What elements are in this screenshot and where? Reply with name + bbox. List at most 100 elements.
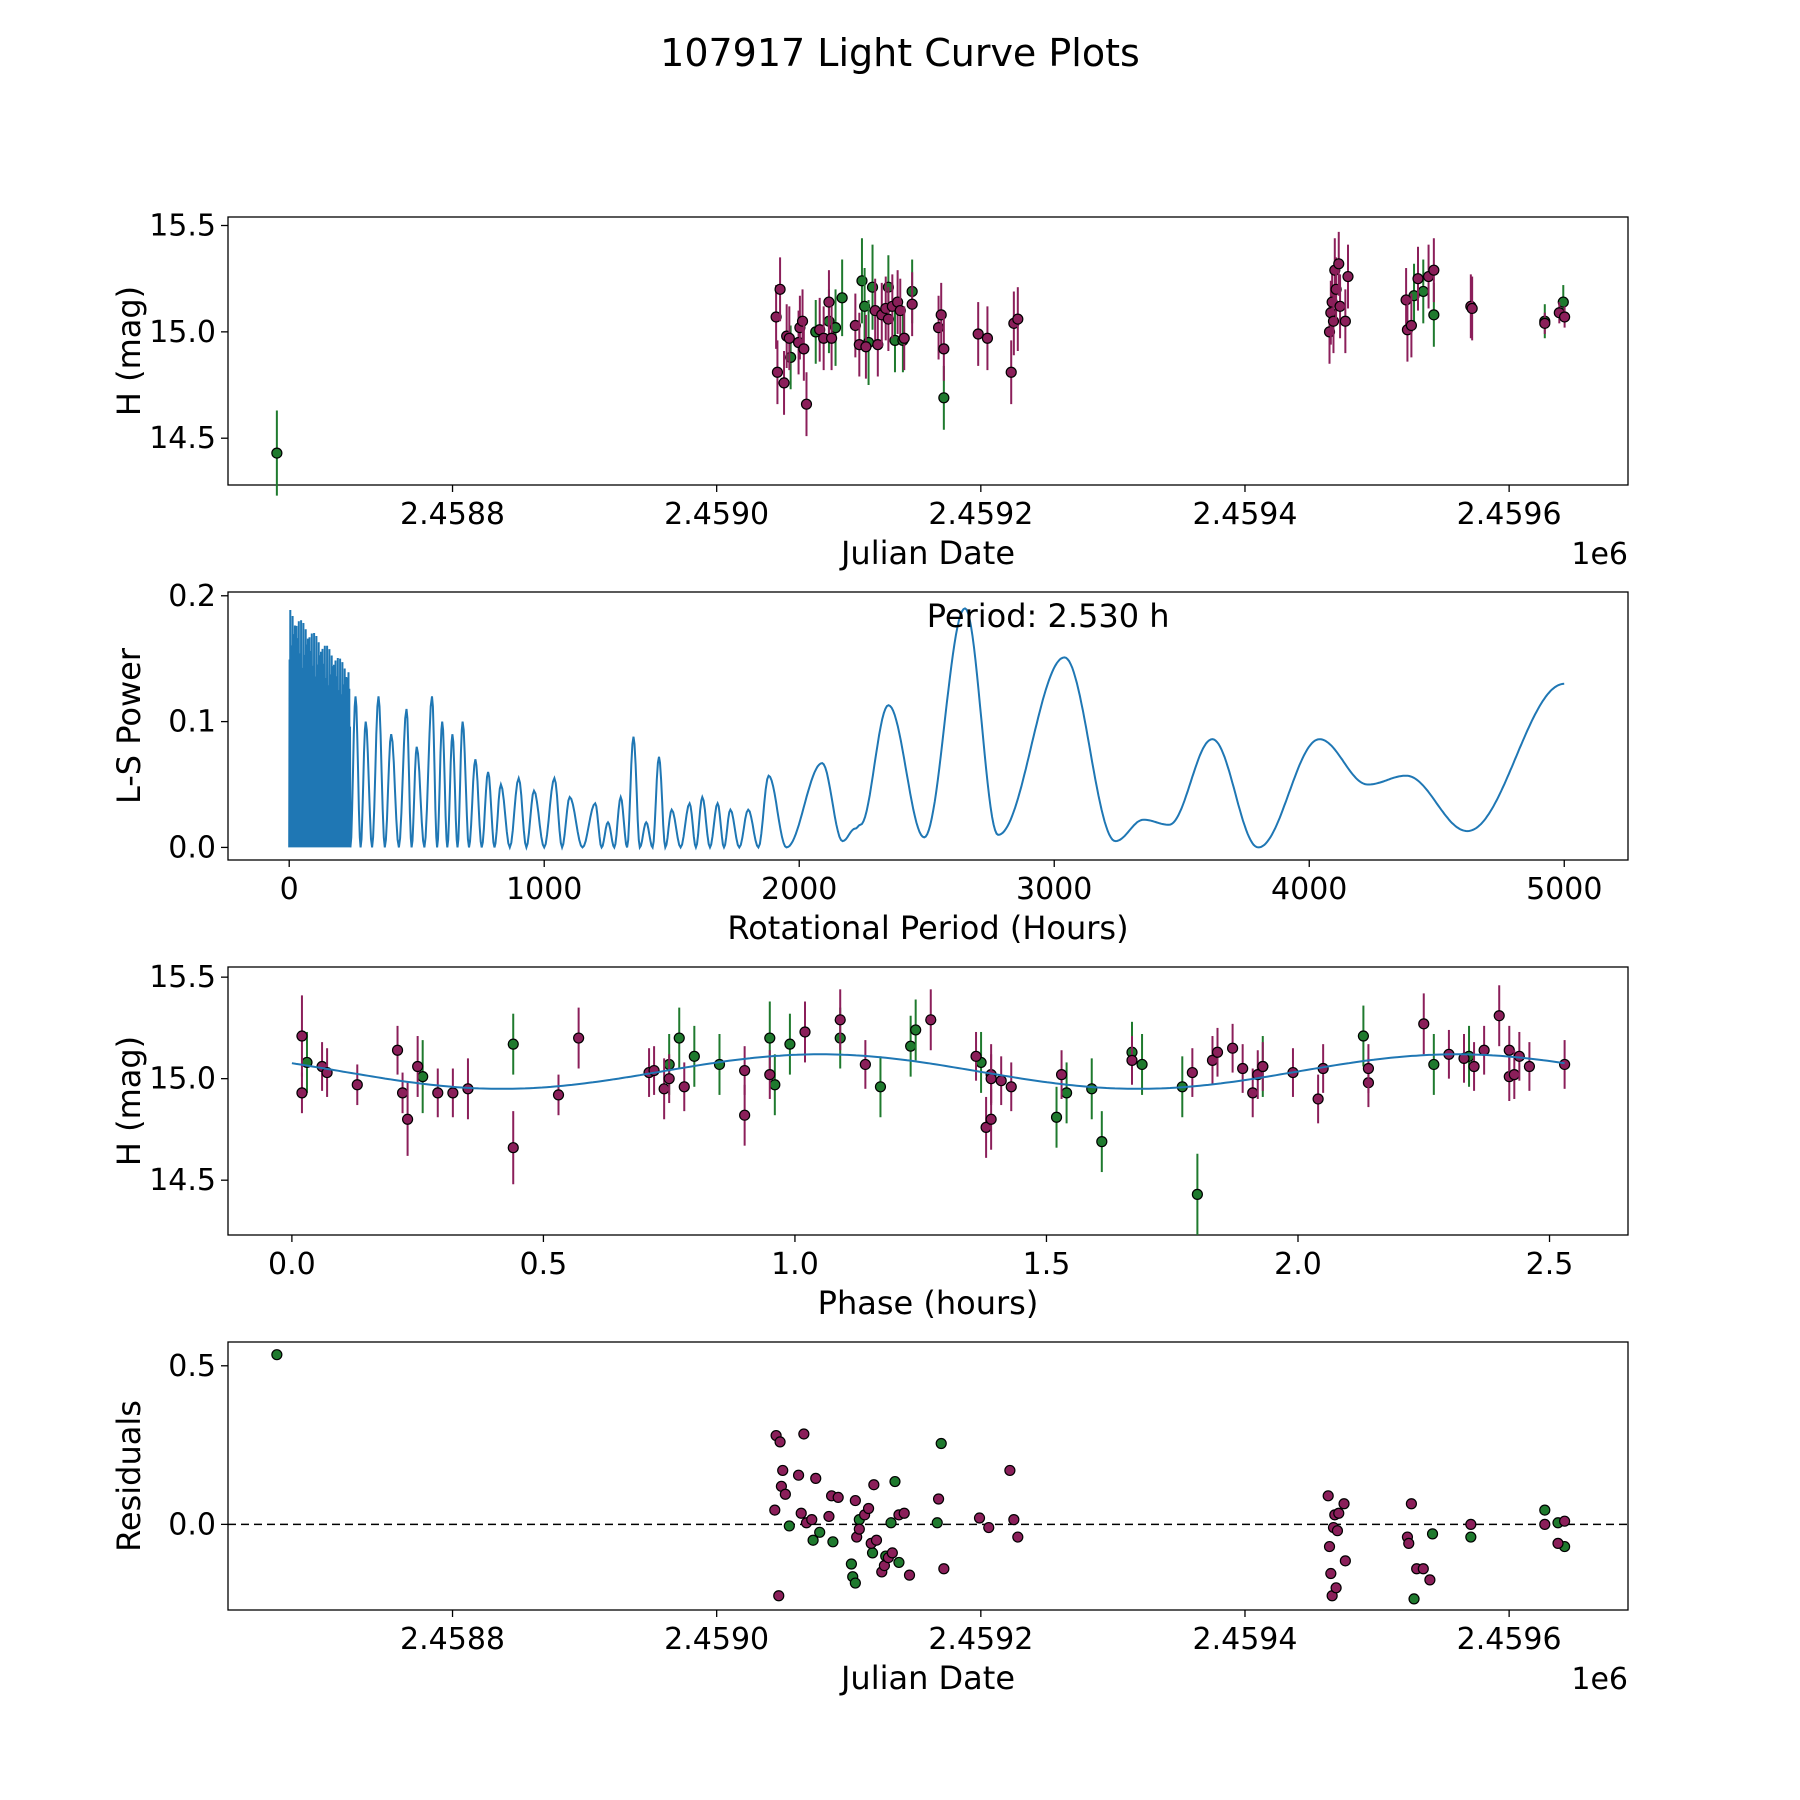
data-point	[1539, 317, 1551, 329]
data-point	[1136, 1058, 1148, 1071]
data-point	[1465, 1531, 1477, 1543]
data-point	[806, 1514, 818, 1526]
data-point	[396, 1087, 409, 1099]
data-point	[1559, 1515, 1571, 1527]
data-point	[770, 311, 782, 323]
data-point	[894, 304, 906, 317]
data-point	[798, 1428, 810, 1440]
data-point	[981, 332, 994, 344]
data-point	[1412, 273, 1424, 285]
y-tick-label: 0.0	[168, 830, 216, 865]
data-point	[573, 1032, 585, 1044]
series-magenta	[770, 231, 1571, 437]
data-point	[1005, 366, 1017, 378]
x-tick-label: 2.4594	[1192, 497, 1297, 532]
y-tick-label: 0.1	[168, 705, 216, 740]
data-point	[296, 1087, 308, 1099]
fit-curve	[291, 1053, 1565, 1090]
plot-frame	[227, 591, 1629, 861]
data-point	[1428, 1058, 1440, 1071]
data-point	[783, 332, 795, 344]
data-point	[866, 1547, 879, 1559]
data-point	[898, 332, 910, 344]
data-point	[1417, 285, 1429, 298]
data-point	[507, 1142, 519, 1154]
data-point	[779, 1488, 791, 1500]
data-point	[1418, 1018, 1430, 1030]
data-point	[1050, 1111, 1063, 1123]
y-axis-label: Residuals	[110, 1400, 148, 1552]
data-point	[412, 1060, 424, 1073]
plot-frame	[227, 216, 1629, 486]
y-tick-label: 15.5	[149, 960, 216, 995]
y-axis-label: H (mag)	[110, 1036, 148, 1166]
data-point	[870, 1534, 883, 1546]
data-point	[774, 283, 786, 295]
x-axis-label: Phase (hours)	[818, 1284, 1039, 1322]
data-point	[1424, 1574, 1436, 1586]
data-point	[688, 1050, 700, 1062]
data-point	[834, 1014, 846, 1026]
data-point	[778, 377, 790, 389]
y-tick-label: 15.5	[149, 209, 216, 244]
data-point	[1466, 302, 1478, 315]
data-point	[1465, 1518, 1477, 1530]
data-point	[859, 300, 871, 312]
data-point	[678, 1081, 690, 1093]
data-point	[1342, 270, 1354, 283]
x-axis-label: Rotational Period (Hours)	[727, 909, 1128, 947]
data-point	[1334, 300, 1346, 312]
x-tick-label: 2000	[761, 872, 837, 907]
data-point	[798, 343, 810, 355]
data-point	[931, 1517, 943, 1529]
data-point	[1523, 1060, 1536, 1073]
data-point	[1312, 1093, 1324, 1105]
data-point	[823, 1510, 835, 1523]
data-point	[785, 351, 797, 363]
x-tick-label: 2.4588	[400, 1622, 505, 1657]
data-point	[893, 1556, 905, 1569]
data-point	[1086, 1083, 1098, 1095]
data-point	[1468, 1060, 1480, 1073]
data-point	[799, 1026, 811, 1038]
y-tick-label: 15.0	[149, 315, 216, 350]
y-tick-label: 0.5	[168, 1349, 216, 1384]
data-point	[401, 1113, 414, 1125]
data-point	[764, 1069, 776, 1081]
y-tick-label: 14.5	[149, 1163, 216, 1198]
x-tick-label: 2.0	[1274, 1247, 1322, 1282]
y-axis-label: H (mag)	[110, 286, 148, 416]
data-point	[935, 1437, 947, 1450]
data-point	[970, 1050, 982, 1062]
data-point	[739, 1109, 751, 1121]
residuals-plot: 2.4588 2.4590 2.4592 2.4594 2.4596 0.0 0.5 Juli…	[110, 1341, 1629, 1697]
data-point	[552, 1089, 565, 1101]
x-tick-label: 4000	[1271, 872, 1347, 907]
data-point	[773, 1590, 785, 1602]
data-point	[1186, 1066, 1198, 1079]
data-point	[1004, 1464, 1016, 1477]
data-point	[1362, 1062, 1375, 1075]
series-magenta	[296, 985, 1571, 1185]
data-point	[859, 1058, 871, 1071]
data-point	[1096, 1136, 1108, 1148]
data-point	[885, 1517, 897, 1529]
data-point	[1211, 1046, 1224, 1058]
data-point	[1557, 296, 1569, 308]
data-point	[862, 1502, 875, 1515]
phase-plot: 0.0 0.5 1.0 1.5 2.0 2.5 14.5 15.0 15.5 Phase (hou…	[110, 960, 1629, 1322]
data-point	[447, 1087, 459, 1099]
data-point	[432, 1087, 444, 1099]
data-point	[905, 1040, 917, 1052]
data-point	[1408, 1593, 1420, 1605]
data-point	[1331, 1525, 1344, 1537]
series-magenta	[769, 1428, 1571, 1602]
data-point	[874, 1081, 887, 1093]
data-point	[1191, 1188, 1203, 1200]
data-point	[845, 1558, 857, 1570]
data-point	[271, 447, 283, 459]
data-point	[1400, 294, 1412, 306]
data-point	[972, 328, 984, 340]
data-point	[983, 1521, 995, 1534]
